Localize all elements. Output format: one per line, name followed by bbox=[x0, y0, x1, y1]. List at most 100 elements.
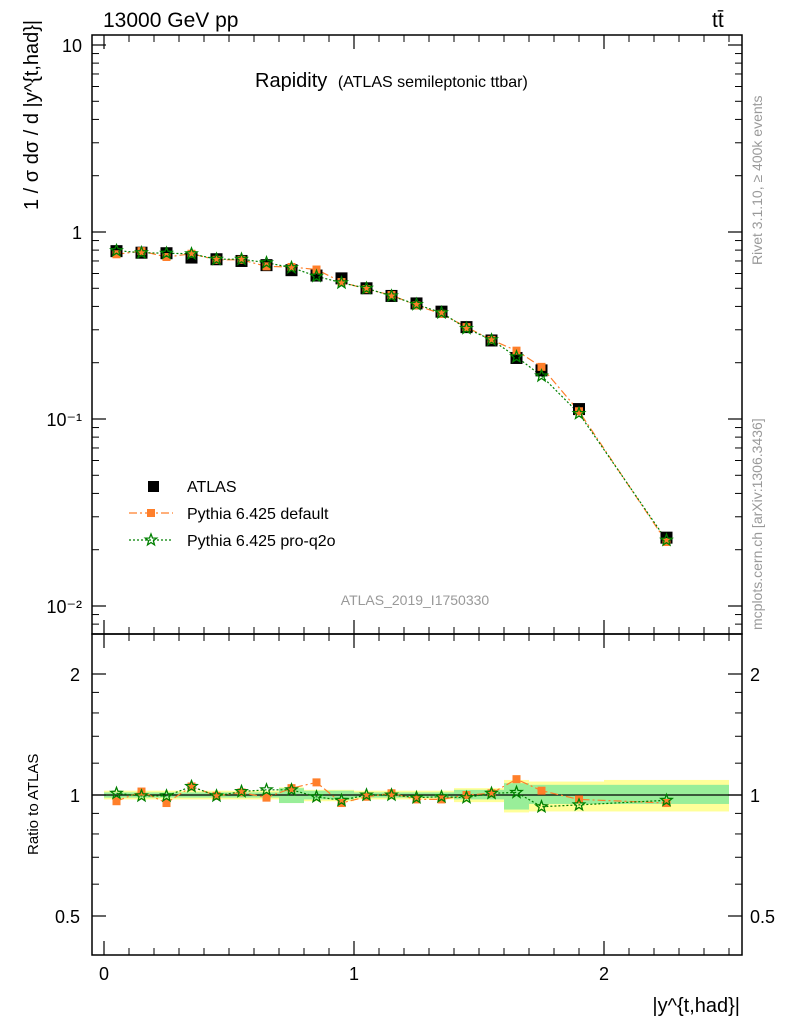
y-axis-label: 1 / σ dσ / d |y^{t,had}| bbox=[21, 20, 43, 210]
ratio-tick-label-left: 1 bbox=[70, 786, 80, 806]
proq2o-point bbox=[659, 532, 674, 547]
legend-star-shape bbox=[143, 532, 159, 547]
default-ratio-point bbox=[487, 789, 496, 798]
default-point bbox=[462, 323, 471, 332]
proq2o-point bbox=[134, 244, 149, 260]
legend-atlas-label: ATLAS bbox=[187, 479, 237, 496]
default-ratio-point bbox=[412, 795, 421, 804]
proq2o-point bbox=[509, 348, 524, 364]
rivet-label: Rivet 3.1.10, ≥ 400k events bbox=[749, 95, 765, 265]
default-point bbox=[412, 301, 421, 310]
proq2o-ratio-point bbox=[134, 788, 149, 803]
default-point bbox=[362, 285, 371, 294]
default-point bbox=[262, 262, 271, 271]
proq2o-ratio-point bbox=[159, 788, 174, 803]
default-point bbox=[337, 278, 346, 287]
default-point bbox=[537, 362, 546, 371]
proq2o-point bbox=[534, 368, 549, 383]
proq2o-point bbox=[209, 251, 224, 266]
proq2o-ratio-point bbox=[184, 778, 199, 793]
x-axis-label: |y^{t,had}| bbox=[652, 995, 740, 1017]
default-point bbox=[387, 291, 396, 300]
axis-ticks: 0 1 2 10 1 10⁻¹ 10⁻² 2 2 1 1 0.5 0.5 bbox=[46, 35, 775, 984]
series-lines bbox=[116, 250, 667, 808]
proq2o-point bbox=[571, 405, 587, 420]
default-ratio-point bbox=[462, 791, 471, 799]
process-label: tt̄ bbox=[712, 9, 724, 32]
series-line-proq2o bbox=[116, 250, 667, 541]
default-ratio-point bbox=[262, 793, 271, 802]
legend-atlas-marker bbox=[148, 481, 159, 492]
proq2o-point bbox=[484, 332, 499, 347]
default-point bbox=[437, 309, 446, 318]
ratio-y-axis-label: Ratio to ATLAS bbox=[25, 754, 42, 855]
ratio-tick-label-right: 0.5 bbox=[750, 907, 775, 927]
proq2o-point bbox=[159, 245, 174, 260]
ratio-tick-label-right: 1 bbox=[750, 786, 760, 806]
default-point bbox=[112, 250, 121, 259]
proq2o-ratio-point bbox=[659, 792, 674, 807]
y-tick-label: 1 bbox=[72, 223, 82, 243]
default-ratio-point bbox=[387, 789, 396, 798]
default-point bbox=[187, 249, 196, 258]
default-ratio-point bbox=[237, 788, 246, 797]
legend-default-label: Pythia 6.425 default bbox=[187, 506, 329, 523]
default-ratio-point bbox=[187, 782, 196, 791]
proq2o-point bbox=[259, 254, 274, 270]
proq2o-ratio-point bbox=[259, 781, 274, 797]
default-ratio-point bbox=[162, 799, 171, 808]
ratio-tick-label-left: 0.5 bbox=[55, 907, 80, 927]
default-point bbox=[212, 255, 221, 264]
proq2o-ratio-point bbox=[359, 787, 374, 802]
default-point bbox=[575, 407, 583, 416]
proq2o-ratio-point bbox=[484, 785, 499, 800]
proq2o-ratio-point bbox=[209, 788, 224, 803]
proq2o-ratio-point bbox=[309, 788, 324, 804]
proq2o-ratio-point bbox=[434, 788, 449, 804]
ratio-tick-label-left: 2 bbox=[70, 665, 80, 685]
y-tick-label: 10⁻¹ bbox=[46, 410, 82, 430]
proq2o-point bbox=[334, 274, 349, 290]
default-ratio-point bbox=[112, 797, 121, 806]
proq2o-ratio-point bbox=[571, 797, 587, 812]
y-tick-label: 10 bbox=[62, 36, 82, 56]
chart-title: Rapidity (ATLAS semileptonic ttbar) bbox=[255, 70, 528, 92]
chart-title-main: Rapidity bbox=[255, 70, 327, 92]
proq2o-ratio-point bbox=[234, 783, 249, 798]
legend: ATLAS Pythia 6.425 default Pythia 6.425 … bbox=[129, 479, 336, 550]
default-point bbox=[237, 255, 246, 264]
energy-label: 13000 GeV pp bbox=[103, 9, 238, 32]
default-point bbox=[162, 253, 171, 262]
data-markers bbox=[109, 242, 674, 814]
x-tick-label: 1 bbox=[349, 964, 359, 984]
default-ratio-point bbox=[312, 778, 321, 787]
default-ratio-point bbox=[287, 784, 296, 793]
legend-proq2o-label: Pythia 6.425 pro-q2o bbox=[187, 533, 336, 550]
proq2o-point bbox=[459, 320, 474, 335]
default-ratio-point bbox=[212, 791, 221, 800]
proq2o-point bbox=[409, 296, 424, 311]
ratio-line-proq2o bbox=[116, 785, 667, 808]
ratio-tick-label-right: 2 bbox=[750, 665, 760, 685]
x-tick-label: 2 bbox=[599, 964, 609, 984]
proq2o-point bbox=[284, 259, 299, 275]
proq2o-point bbox=[434, 304, 449, 320]
proq2o-point bbox=[184, 245, 199, 261]
chart-subtitle: (ATLAS semileptonic ttbar) bbox=[338, 74, 528, 91]
proq2o-ratio-point bbox=[509, 784, 524, 799]
legend-proq2o-marker bbox=[143, 532, 159, 547]
mcplots-label: mcplots.cern.ch [arXiv:1306.3436] bbox=[749, 418, 765, 630]
default-ratio-point bbox=[512, 775, 521, 784]
proq2o-ratio-point bbox=[459, 789, 474, 804]
ratio-line-default bbox=[116, 778, 667, 804]
default-point bbox=[487, 335, 496, 344]
proq2o-ratio-point bbox=[334, 792, 349, 807]
proq2o-ratio-point bbox=[384, 787, 399, 802]
default-ratio-point bbox=[537, 786, 546, 795]
proq2o-ratio-point bbox=[409, 789, 424, 804]
default-point bbox=[287, 262, 296, 271]
proq2o-point bbox=[384, 288, 399, 303]
x-tick-label: 0 bbox=[99, 964, 109, 984]
analysis-id: ATLAS_2019_I1750330 bbox=[341, 592, 490, 608]
